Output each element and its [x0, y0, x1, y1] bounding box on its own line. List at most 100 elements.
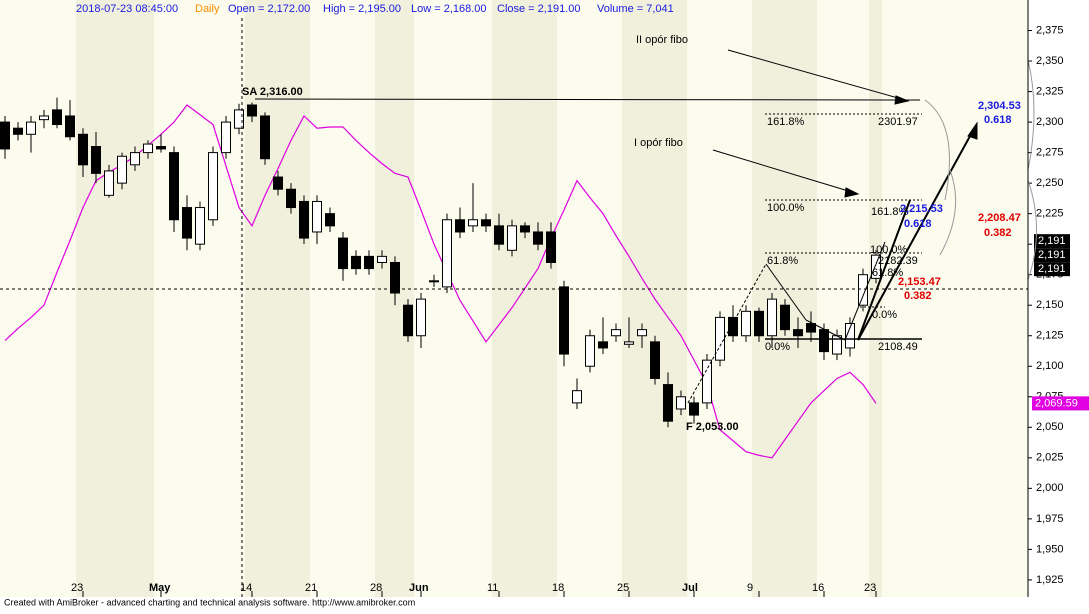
candle-body — [572, 390, 582, 404]
candle-body — [754, 310, 764, 337]
y-tick-label: 1,975 — [1036, 513, 1064, 525]
header: 2018-07-23 08:45:00 Daily Open = 2,172.00 H… — [76, 3, 674, 15]
candle-body — [351, 255, 361, 270]
candle-body — [338, 237, 348, 270]
candle-body — [0, 121, 10, 150]
y-tick-label: 1,950 — [1036, 543, 1064, 555]
y-tick-label: 2,150 — [1036, 299, 1064, 311]
y-tick-label: 1,925 — [1036, 574, 1064, 586]
x-tick-label: 28 — [370, 582, 382, 594]
indicator-tag — [1032, 396, 1089, 411]
header-text: High = 2,195.00 — [323, 3, 401, 15]
candle-body — [559, 286, 569, 355]
annotation: 0.382 — [904, 290, 932, 302]
candle-body — [26, 121, 36, 135]
y-tick-label: 2,125 — [1036, 330, 1064, 342]
candle-body — [39, 115, 49, 121]
week-band — [76, 0, 154, 597]
candle-body — [273, 176, 283, 190]
annotation: 2,304.53 — [978, 100, 1021, 112]
last-price-tag — [1034, 262, 1070, 277]
candle-body — [689, 402, 699, 416]
annotation: 100.0% — [767, 202, 805, 214]
y-tick-label: 2,375 — [1036, 24, 1064, 36]
x-tick-label: 23 — [864, 582, 876, 594]
x-tick-label: 11 — [487, 582, 498, 594]
candle-body — [611, 329, 621, 337]
candle-body — [390, 261, 400, 294]
drawings — [254, 49, 1037, 404]
annotation: 2,153.47 — [898, 276, 941, 288]
indicator-line — [4, 104, 877, 459]
header-text: Daily — [195, 3, 220, 15]
candle-body — [546, 231, 556, 263]
candle-body — [325, 213, 335, 227]
candle-body — [52, 109, 62, 126]
candle-body — [91, 146, 101, 174]
candle-body — [806, 323, 816, 333]
candle-body — [793, 329, 803, 337]
candle-body — [741, 310, 751, 337]
y-tick-label: 2,325 — [1036, 85, 1064, 97]
candle-body — [156, 146, 166, 150]
annotation: 2301.97 — [878, 116, 918, 128]
candle-body — [442, 219, 452, 288]
x-tick-label: 16 — [812, 582, 824, 594]
candle-body — [650, 341, 660, 379]
candle-body — [130, 152, 140, 166]
annotation: 0.618 — [984, 114, 1012, 126]
header-text: 2018-07-23 08:45:00 — [76, 3, 178, 15]
y-tick-label: 2,300 — [1036, 116, 1064, 128]
candle-body — [858, 274, 868, 306]
annotations: SA 2,316.00 F 2,053.00 II opór fibo I op… — [242, 34, 1021, 433]
candle-body — [247, 104, 257, 117]
candle-body — [364, 255, 374, 270]
marks — [0, 97, 881, 459]
x-tick-label: Jul — [682, 582, 698, 594]
annotation: 0.0% — [872, 309, 897, 321]
candle-body — [871, 254, 881, 279]
candle-body — [260, 115, 270, 160]
annotation: 2,208.47 — [978, 212, 1021, 224]
candle-body — [637, 329, 647, 337]
x-tick-label: Jun — [409, 582, 429, 594]
x-tick-label: 18 — [552, 582, 564, 594]
grid: 1,9251,9501,9752,0002,0252,0502,0752,100… — [71, 24, 1089, 597]
header-text: Close = 2,191.00 — [497, 3, 580, 15]
candle-body — [468, 219, 478, 227]
y-tick-label: 2,350 — [1036, 55, 1064, 67]
annotation: 2,215.53 — [900, 203, 943, 215]
candle-body — [481, 219, 491, 227]
candle-body — [429, 280, 439, 283]
x-tick-label: 21 — [305, 582, 317, 594]
candle-body — [507, 225, 517, 251]
annotation: 0.618 — [904, 218, 932, 230]
annotation: 2108.49 — [878, 341, 918, 353]
y-tick-label: 2,050 — [1036, 421, 1064, 433]
candle-body — [845, 323, 855, 349]
candle-body — [676, 396, 686, 410]
y-tick-label: 2,225 — [1036, 208, 1064, 220]
x-tick-label: 23 — [71, 582, 83, 594]
header-text: Low = 2,168.00 — [411, 3, 487, 15]
annotation: 0.0% — [765, 341, 790, 353]
candle-body — [78, 133, 88, 166]
candle-body — [494, 225, 504, 245]
candle-body — [104, 170, 114, 196]
candle-body — [767, 298, 777, 337]
candle-body — [143, 143, 153, 154]
candle-body — [65, 115, 75, 138]
candle-body — [728, 316, 738, 337]
annotation: 100.0% — [870, 244, 908, 256]
header-text: Open = 2,172.00 — [228, 3, 310, 15]
annotation: SA 2,316.00 — [242, 86, 303, 98]
annotation: 161.8% — [871, 206, 909, 218]
x-tick-label: 25 — [617, 582, 629, 594]
candle-body — [182, 207, 192, 239]
candle-body — [598, 341, 608, 349]
y-tick-label: 2,025 — [1036, 452, 1064, 464]
last-price-label: 2,191 — [1038, 263, 1066, 275]
annotation: 2182.39 — [878, 255, 918, 267]
candle-body — [416, 298, 426, 337]
